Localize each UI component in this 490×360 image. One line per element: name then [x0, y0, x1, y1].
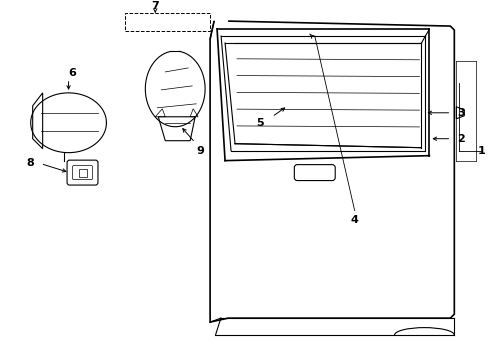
Text: 7: 7: [151, 1, 159, 11]
Text: 5: 5: [256, 118, 264, 128]
Text: 4: 4: [351, 215, 359, 225]
Text: 1: 1: [477, 146, 485, 156]
Text: 2: 2: [458, 134, 465, 144]
Bar: [78, 168, 87, 177]
FancyBboxPatch shape: [67, 160, 98, 185]
Text: 9: 9: [196, 146, 204, 156]
Text: 3: 3: [458, 108, 465, 118]
Text: 6: 6: [69, 68, 76, 78]
Text: 8: 8: [27, 158, 35, 168]
FancyBboxPatch shape: [294, 165, 335, 181]
Bar: [125, 13, 210, 31]
FancyBboxPatch shape: [73, 166, 93, 180]
